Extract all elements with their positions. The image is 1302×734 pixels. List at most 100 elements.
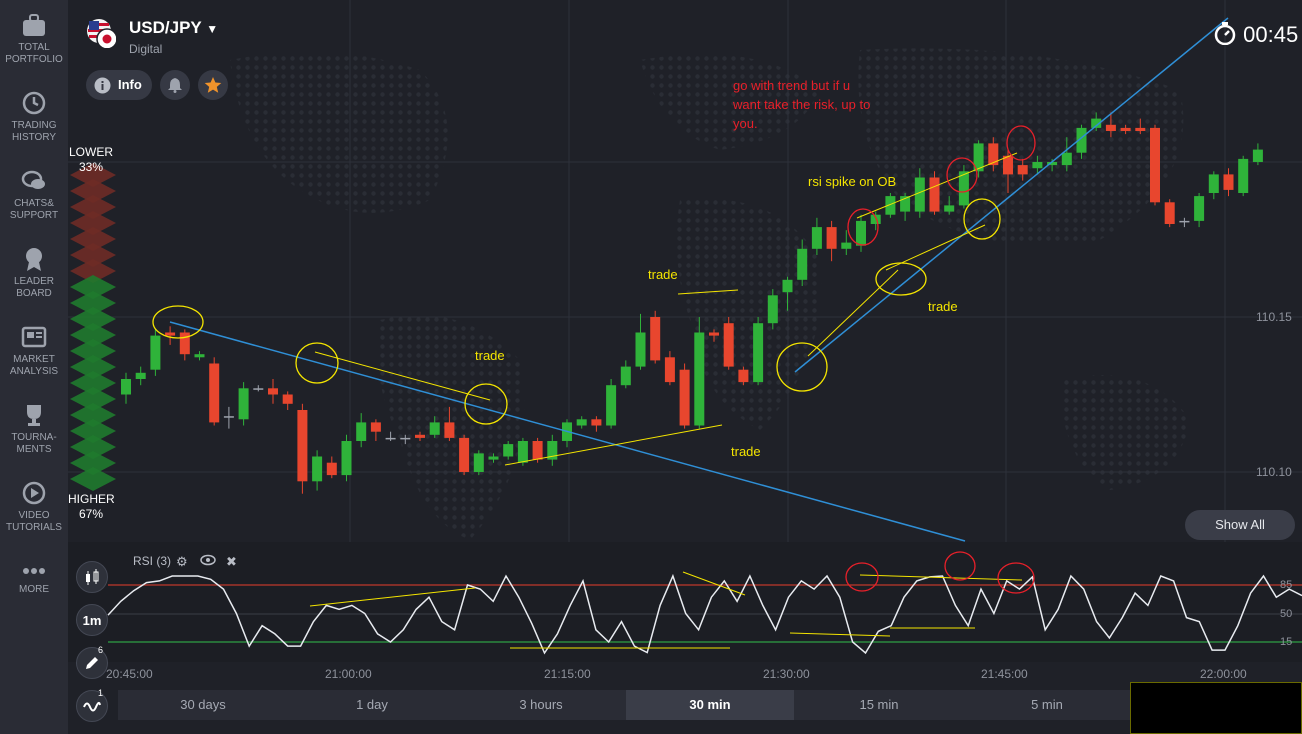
rsi-level-label: 50 [1280, 608, 1293, 620]
sentiment-diamond [70, 467, 116, 491]
sidebar-item-more[interactable]: MORE [0, 562, 68, 596]
rsi-level-label: 15 [1280, 636, 1293, 648]
candle-body [238, 388, 249, 420]
asset-name[interactable]: USD/JPY ▼ [129, 18, 218, 38]
candle-body [1150, 127, 1160, 203]
candle-body [400, 437, 411, 440]
sentiment-higher-pct: 67% [78, 507, 104, 521]
timeframe-3-hours[interactable]: 3 hours [519, 697, 563, 712]
candle-body [900, 196, 911, 212]
candle-body [459, 437, 470, 472]
sentiment-diamond [70, 227, 116, 251]
notifications-button[interactable] [160, 70, 190, 100]
annotation-lines [309, 152, 1023, 649]
sentiment-diamond [70, 371, 116, 395]
info-label: Info [118, 77, 142, 92]
candle-body [488, 456, 499, 460]
eye-icon[interactable] [200, 554, 216, 569]
candle-body [811, 227, 822, 249]
trophy-icon [27, 405, 41, 426]
candle-body [738, 369, 749, 383]
indicators-button[interactable] [76, 690, 108, 722]
candle-body [1003, 155, 1013, 175]
sentiment-diamond [70, 195, 116, 219]
sidebar-item-label: MENTS [16, 444, 52, 455]
candle-body [870, 214, 881, 224]
annotation-trade: trade [648, 267, 678, 282]
sidebar-item-trading-history[interactable]: TRADING HISTORY [0, 90, 68, 144]
candle-body [709, 332, 719, 336]
stopwatch-icon [1214, 22, 1236, 46]
candle-body [958, 171, 969, 206]
sidebar-item-label: VIDEO [18, 510, 50, 521]
candle-body [841, 242, 852, 249]
sentiment-diamond [70, 179, 116, 203]
more-icon [23, 568, 45, 574]
candle-body [973, 143, 984, 172]
candle-body [1179, 220, 1190, 223]
candlestick-icon [86, 569, 99, 585]
candle-body [547, 441, 558, 460]
close-icon[interactable]: ✖ [226, 554, 237, 569]
annotation-note-line: want take the risk, up to [733, 97, 871, 112]
sentiment-diamond [70, 259, 116, 283]
rsi-level-label: 85 [1280, 579, 1293, 591]
bell-icon [168, 78, 182, 93]
gear-icon[interactable]: ⚙ [176, 554, 188, 569]
candle-body [635, 332, 646, 367]
price-axis-label: 110.15 [1256, 310, 1292, 324]
show-all-button[interactable]: Show All [1185, 510, 1295, 540]
favorite-button[interactable] [198, 70, 228, 100]
chart-type-button[interactable] [76, 561, 108, 593]
play-icon [22, 481, 46, 505]
sidebar-item-leader-board[interactable]: LEADER BOARD [0, 246, 68, 300]
timeframe-1-day[interactable]: 1 day [356, 697, 388, 712]
indicator-count-badge: 1 [98, 688, 104, 698]
world-map-background [230, 48, 1190, 540]
candle-body [576, 419, 587, 426]
timeframe-button[interactable]: 1m [76, 604, 108, 636]
news-icon [21, 326, 47, 348]
timeframe-30-days[interactable]: 30 days [180, 697, 226, 712]
candle-body [650, 317, 661, 361]
candle-body [1238, 158, 1249, 193]
candle-body [1164, 202, 1175, 224]
chevron-down-icon: ▼ [206, 22, 219, 36]
sidebar-item-total-portfolio[interactable]: TOTAL PORTFOLIO [0, 12, 68, 66]
timeframe-5-min[interactable]: 5 min [1031, 697, 1063, 712]
candle-body [253, 388, 264, 390]
candle-body [444, 422, 455, 438]
candle-body [782, 279, 793, 293]
sidebar-item-chats-support[interactable]: CHATS& SUPPORT [0, 168, 68, 222]
candle-body [1047, 162, 1058, 166]
candle-body [1120, 127, 1131, 131]
annotation-trade: trade [731, 444, 761, 459]
timeframe-30-min[interactable]: 30 min [626, 690, 794, 720]
sidebar-item-label: ANALYSIS [9, 366, 59, 377]
candle-body [885, 196, 896, 215]
sidebar-item-label: SUPPORT [9, 210, 59, 221]
info-button[interactable]: Info [86, 70, 152, 100]
annotation-red-circles [845, 125, 1036, 594]
sidebar-item-tournaments[interactable]: TOURNA- MENTS [0, 402, 68, 456]
sidebar-item-label: TOTAL [18, 42, 50, 53]
candle-body [532, 441, 543, 460]
time-axis-label: 21:30:00 [763, 667, 810, 681]
star-icon [204, 77, 222, 93]
sidebar-item-label: LEADER [13, 276, 54, 287]
asset-type: Digital [129, 42, 163, 56]
drawing-tools-button[interactable] [76, 647, 108, 679]
candle-body [1061, 152, 1072, 166]
timeframe-15-min[interactable]: 15 min [859, 697, 899, 712]
sentiment-diamond [70, 243, 116, 267]
annotation-circles [152, 198, 1001, 425]
sentiment-lower-label: LOWER [68, 145, 113, 159]
sentiment-diamond [70, 275, 116, 299]
candle-body [606, 385, 617, 426]
sidebar-item-video-tutorials[interactable]: VIDEO TUTORIALS [0, 480, 68, 534]
indicator-wave-icon [83, 701, 101, 712]
candle-body [620, 366, 631, 386]
sidebar-item-market-analysis[interactable]: MARKET ANALYSIS [0, 324, 68, 378]
candle-body [591, 419, 602, 426]
